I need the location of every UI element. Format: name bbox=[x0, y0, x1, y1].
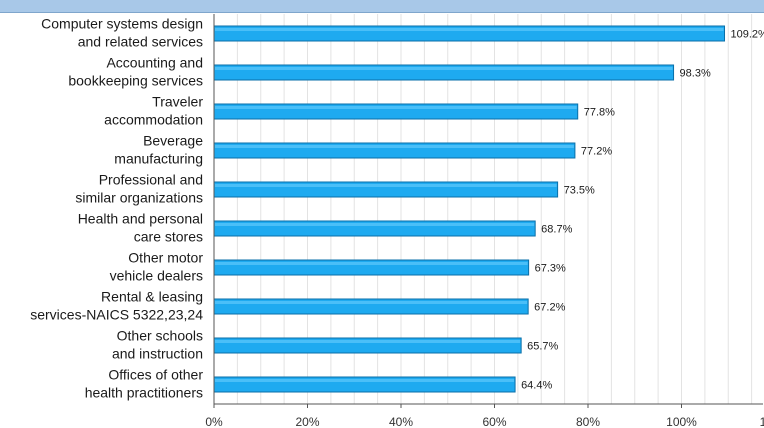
category-labels: Computer systems design and related servi… bbox=[30, 16, 203, 401]
category-label-line: Other schools bbox=[117, 328, 203, 344]
category-label: Professional and similar organizations bbox=[75, 172, 203, 206]
category-label: Beverage manufacturing bbox=[114, 133, 203, 167]
category-label: Computer systems design and related servi… bbox=[41, 16, 203, 50]
category-label-line: accommodation bbox=[104, 112, 203, 128]
category-label: Other schools and instruction bbox=[112, 328, 203, 362]
bar-highlight bbox=[215, 67, 673, 70]
category-label-line: vehicle dealers bbox=[110, 268, 203, 284]
category-label: Rental & leasing services-NAICS 5322,23,2… bbox=[30, 289, 203, 323]
bar-highlight bbox=[215, 262, 528, 265]
category-label-line: similar organizations bbox=[75, 190, 203, 206]
category-label: Health and personal care stores bbox=[78, 211, 203, 245]
category-label-line: services-NAICS 5322,23,24 bbox=[30, 307, 203, 323]
bar-highlight bbox=[215, 145, 574, 148]
value-label: 109.2% bbox=[731, 29, 764, 41]
category-label-line: Computer systems design bbox=[41, 16, 203, 32]
bars: 109.2% 98.3% 77.8% 77.2% 73.5% 68.7% 67.3% 67.2… bbox=[213, 25, 764, 393]
value-label: 77.8% bbox=[584, 107, 615, 119]
header-strip bbox=[0, 0, 764, 13]
bar-highlight bbox=[215, 340, 521, 343]
bar-highlight bbox=[215, 379, 515, 382]
category-label-line: Accounting and bbox=[106, 55, 203, 71]
x-tick-label: 80% bbox=[576, 415, 600, 428]
x-tick-label: 100% bbox=[666, 415, 697, 428]
value-label: 65.7% bbox=[527, 341, 558, 353]
value-label: 98.3% bbox=[680, 68, 711, 80]
category-label-line: Professional and bbox=[99, 172, 203, 188]
category-label-line: and related services bbox=[78, 34, 203, 50]
x-tick-label: 0% bbox=[205, 415, 223, 428]
bar-highlight bbox=[215, 301, 528, 304]
category-label-line: and instruction bbox=[112, 346, 203, 362]
category-label-line: Beverage bbox=[143, 133, 203, 149]
category-label-line: bookkeeping services bbox=[68, 73, 203, 89]
category-label: Traveler accommodation bbox=[104, 94, 203, 128]
value-label: 77.2% bbox=[581, 146, 612, 158]
value-label: 67.3% bbox=[535, 263, 566, 275]
category-label-line: Offices of other bbox=[108, 367, 203, 383]
x-tick-label: 60% bbox=[482, 415, 506, 428]
x-axis-ticks: 0% 20% 40% 60% 80% 100% 120% bbox=[205, 403, 764, 428]
value-label: 67.2% bbox=[534, 302, 565, 314]
value-label: 64.4% bbox=[521, 380, 552, 392]
category-label-line: Other motor bbox=[128, 250, 203, 266]
x-tick-label: 120% bbox=[760, 415, 764, 428]
bar-highlight bbox=[215, 106, 577, 109]
category-label: Other motor vehicle dealers bbox=[110, 250, 204, 284]
category-label-line: Health and personal bbox=[78, 211, 203, 227]
x-tick-label: 20% bbox=[295, 415, 319, 428]
category-label-line: Rental & leasing bbox=[101, 289, 203, 305]
value-label: 73.5% bbox=[564, 185, 595, 197]
category-label: Accounting and bookkeeping services bbox=[68, 55, 203, 89]
category-label-line: manufacturing bbox=[114, 151, 203, 167]
category-label-line: care stores bbox=[134, 229, 203, 245]
bar-highlight bbox=[215, 184, 557, 187]
value-label: 68.7% bbox=[541, 224, 572, 236]
x-tick-label: 40% bbox=[389, 415, 413, 428]
category-label: Offices of other health practitioners bbox=[85, 367, 204, 401]
bar-highlight bbox=[215, 28, 724, 31]
bar-highlight bbox=[215, 223, 535, 226]
category-label-line: health practitioners bbox=[85, 385, 203, 401]
category-label-line: Traveler bbox=[152, 94, 203, 110]
